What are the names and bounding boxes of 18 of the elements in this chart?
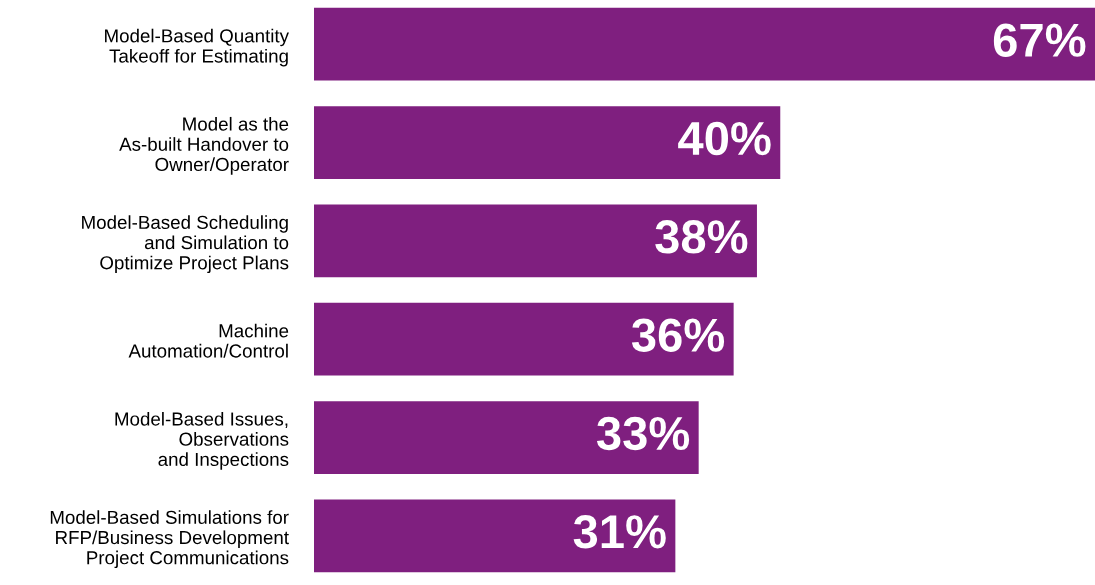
data-label: 31% [573,515,666,549]
bar [314,499,676,573]
data-label: 67% [993,23,1086,57]
y-tick-label: Model-Based Simulations for RFP/Business Development Project Communications [50,510,289,569]
data-label: 36% [631,318,725,352]
y-tick-label: Machine Automation/Control [128,323,289,358]
data-label: 40% [678,121,771,156]
y-tick-label: Model-Based Issues, Observations and Inspections [115,411,289,470]
bar [314,204,757,278]
bar [314,302,734,376]
y-tick-label: Model-Based Scheduling and Simulation to Optimize Project Plans [82,215,289,274]
bar [314,401,699,474]
y-tick-label: Model-Based Quantity Takeoff for Estimating [105,28,289,67]
data-label: 38% [655,220,748,254]
bar [314,106,781,179]
bar [314,7,1095,81]
data-label: 33% [596,416,690,451]
y-tick-label: Model as the As-built Handover to Owner/Operator [119,116,289,175]
